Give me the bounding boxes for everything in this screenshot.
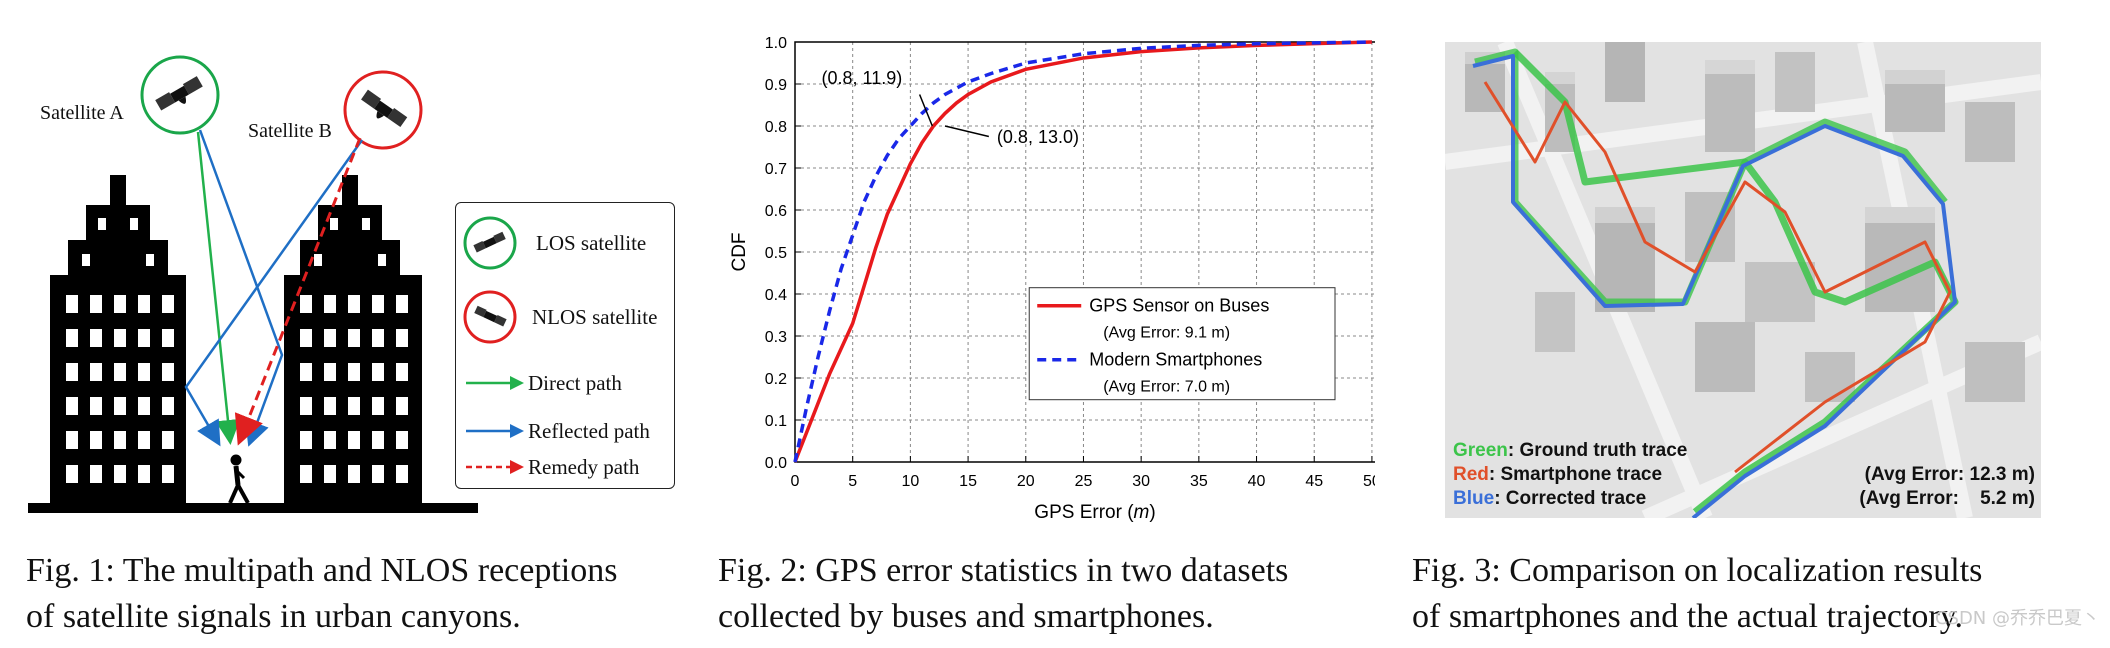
legend-red-word: Red	[1453, 464, 1489, 485]
direct-path-arrow	[466, 376, 524, 390]
legend-direct-row: Direct path	[456, 369, 674, 397]
corrected-trace	[1472, 54, 1957, 518]
legend-label-0: GPS Sensor on Buses	[1089, 296, 1269, 316]
fig3-blue-avg: (Avg Error: 5.2 m)	[1859, 488, 2035, 509]
y-tick-label: 0.8	[765, 119, 787, 136]
y-tick-label: 0.7	[765, 161, 787, 178]
x-tick-label: 35	[1190, 473, 1208, 490]
x-tick-label: 40	[1248, 473, 1266, 490]
series-line-smartphones	[793, 40, 1372, 463]
reflected-path-a	[198, 129, 284, 447]
legend-label-1: Modern Smartphones	[1089, 350, 1262, 370]
fig3-caption-line2: of smartphones and the actual trajectory…	[1412, 598, 1964, 635]
y-tick-label: 0.4	[765, 287, 787, 304]
legend-nlos-label: NLOS satellite	[532, 305, 658, 329]
y-tick-label: 0.0	[765, 455, 787, 472]
fig1-caption-line1: Fig. 1: The multipath and NLOS reception…	[26, 552, 618, 589]
fig2-caption-line1: Fig. 2: GPS error statistics in two data…	[718, 552, 1289, 589]
fig3-legend-red: Red: Smartphone trace	[1453, 464, 1662, 486]
annotation-smartphones: (0.8, 11.9)	[822, 68, 903, 88]
legend-remedy-row: Remedy path	[456, 453, 674, 481]
reflected-path-arrow	[466, 424, 524, 438]
los-satellite-icon	[463, 216, 517, 270]
direct-path-line	[196, 131, 241, 445]
annotation-arrow-buses	[944, 125, 990, 138]
fig3-legend-blue: Blue: Corrected trace	[1453, 488, 1646, 510]
fig1-illustration	[28, 55, 478, 513]
legend-sublabel-0: (Avg Error: 9.1 m)	[1103, 325, 1230, 342]
legend-direct-label: Direct path	[528, 371, 622, 395]
x-tick-label: 20	[1017, 473, 1035, 490]
x-axis-label: GPS Error (m)	[1034, 502, 1155, 523]
fig1-caption: Fig. 1: The multipath and NLOS reception…	[26, 548, 706, 640]
pedestrian-icon	[228, 454, 250, 504]
y-tick-label: 0.9	[765, 77, 787, 94]
legend-red-rest: : Smartphone trace	[1488, 464, 1663, 485]
y-axis-label: CDF	[729, 232, 750, 271]
x-tick-label: 5	[848, 473, 857, 490]
nlos-satellite-icon	[463, 290, 517, 344]
legend-reflected-label: Reflected path	[528, 419, 650, 443]
y-tick-label: 0.2	[765, 371, 787, 388]
satellite-a-label: Satellite A	[40, 102, 124, 124]
satellite-a-icon	[140, 55, 220, 135]
ground-line	[28, 503, 478, 513]
legend-reflected-row: Reflected path	[456, 417, 674, 445]
fig1-caption-line2: of satellite signals in urban canyons.	[26, 598, 521, 635]
legend-remedy-label: Remedy path	[528, 455, 640, 479]
reflected-path-b	[184, 139, 364, 447]
fig3-caption: Fig. 3: Comparison on localization resul…	[1412, 548, 2102, 640]
x-tick-label: 10	[901, 473, 919, 490]
fig1-panel: Satellite A Satellite B LOS satellite NL…	[0, 0, 700, 540]
annotation-buses: (0.8, 13.0)	[997, 127, 1079, 147]
fig1-legend: LOS satellite NLOS satellite Direct path…	[455, 202, 675, 489]
left-building	[50, 175, 186, 510]
legend-nlos-row: NLOS satellite	[456, 289, 674, 344]
fig2-caption: Fig. 2: GPS error statistics in two data…	[718, 548, 1398, 640]
x-tick-label: 15	[959, 473, 977, 490]
legend-los-row: LOS satellite	[456, 215, 674, 270]
fig3-caption-line1: Fig. 3: Comparison on localization resul…	[1412, 552, 1983, 589]
fig3-red-avg: (Avg Error: 12.3 m)	[1864, 464, 2035, 485]
y-tick-label: 0.6	[765, 203, 787, 220]
legend-blue-rest: : Corrected trace	[1494, 488, 1647, 509]
satellite-b-label: Satellite B	[248, 120, 332, 142]
smartphone-trace	[1483, 81, 1952, 474]
legend-sublabel-1: (Avg Error: 7.0 m)	[1103, 379, 1230, 396]
annotation-arrow-smartphones	[918, 94, 934, 127]
series-line-buses	[793, 40, 1372, 463]
x-tick-label: 45	[1305, 473, 1323, 490]
ground-truth-trace	[1512, 49, 1959, 515]
fig3-panel: Green: Ground truth trace Red: Smartphon…	[1445, 42, 2041, 518]
x-tick-label: 0	[791, 473, 800, 490]
cdf-chart: 0 5 10 15 20 25 30 35 40 45 50 0.0 0.1 0.2 0.3 0.4 0.5 0.…	[729, 35, 1375, 523]
right-building	[284, 175, 422, 510]
x-tick-label: 30	[1132, 473, 1150, 490]
watermark: CSDN @乔乔巴夏丶	[1934, 608, 2100, 629]
fig2-caption-line2: collected by buses and smartphones.	[718, 598, 1214, 635]
y-tick-label: 0.3	[765, 329, 787, 346]
legend-blue-word: Blue	[1453, 488, 1495, 509]
fig3-map	[1445, 42, 2041, 518]
legend-green-rest: : Ground truth trace	[1507, 440, 1688, 461]
remedy-path-line	[234, 137, 362, 446]
fig2-panel: 0 5 10 15 20 25 30 35 40 45 50 0.0 0.1 0.2 0.3 0.4 0.5 0.…	[715, 0, 1375, 540]
y-tick-label: 0.5	[765, 245, 787, 262]
y-tick-label: 1.0	[765, 35, 787, 52]
legend-green-word: Green	[1453, 440, 1508, 461]
satellite-b-icon	[343, 70, 423, 150]
fig3-legend-green: Green: Ground truth trace	[1453, 440, 1687, 462]
x-tick-label: 25	[1075, 473, 1093, 490]
x-tick-label: 50	[1363, 473, 1375, 490]
y-tick-label: 0.1	[765, 413, 787, 430]
remedy-path-arrow	[466, 460, 524, 474]
legend-los-label: LOS satellite	[536, 231, 647, 255]
